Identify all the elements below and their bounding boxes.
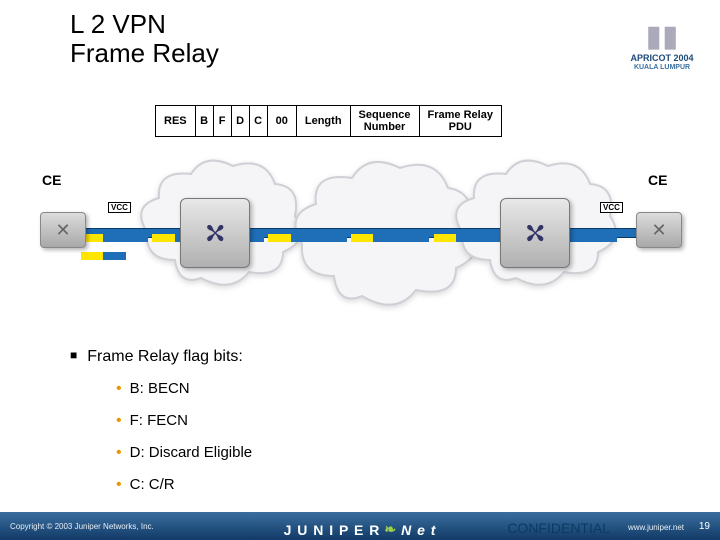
ce-left-label: CE	[42, 172, 61, 188]
dot-icon: •	[116, 380, 122, 397]
conference-logo: ▮▮ APRICOT 2004 KUALA LUMPUR	[622, 10, 702, 80]
copyright-text: Copyright © 2003 Juniper Networks, Inc.	[10, 522, 154, 531]
ce-right-device: ✕	[636, 212, 682, 248]
frame-header-table: RES B F D C 00 Length Sequence Number Fr…	[155, 105, 502, 137]
logo-line1: APRICOT 2004	[630, 54, 693, 64]
hdr-00: 00	[267, 106, 296, 137]
square-bullet-icon: ■	[70, 348, 77, 362]
ce-left-device: ✕	[40, 212, 86, 248]
item-text: B: BECN	[130, 380, 190, 397]
logo-line2: KUALA LUMPUR	[634, 64, 690, 72]
list-item: • B: BECN	[116, 380, 252, 398]
lead-text: Frame Relay flag bits:	[87, 348, 243, 366]
confidential-text: CONFIDENTIAL	[507, 520, 610, 536]
arrows-icon: ✢	[515, 213, 555, 253]
table-row: RES B F D C 00 Length Sequence Number Fr…	[156, 106, 502, 137]
page-number: 19	[699, 521, 710, 532]
hdr-seq: Sequence Number	[350, 106, 419, 137]
hdr-b: B	[195, 106, 213, 137]
hdr-length: Length	[296, 106, 350, 137]
slide-title: L 2 VPN Frame Relay	[70, 10, 219, 67]
dot-icon: •	[116, 444, 122, 461]
list-item: • C: C/R	[116, 476, 252, 494]
dot-icon: •	[116, 412, 122, 429]
arrows-icon: ✢	[195, 213, 235, 253]
juniper-logo: J U N I P E R ❧ N e t	[284, 521, 437, 538]
hdr-res: RES	[156, 106, 196, 137]
hdr-pdu: Frame Relay PDU	[419, 106, 501, 137]
footer-url: www.juniper.net	[628, 523, 684, 532]
item-text: F: FECN	[130, 412, 188, 429]
bullet-list: ■ Frame Relay flag bits: • B: BECN • F: FE…	[70, 348, 252, 494]
topology-diagram: CE PE PSN PE CE	[0, 150, 720, 340]
dot-icon: •	[116, 476, 122, 493]
hdr-c: C	[249, 106, 267, 137]
pe-left-device: ✢	[180, 198, 250, 268]
leaf-icon: ❧	[384, 521, 397, 538]
hdr-d: D	[231, 106, 249, 137]
list-item: • D: Discard Eligible	[116, 444, 252, 462]
vcc-right-label: VCC	[600, 202, 623, 213]
hdr-f: F	[213, 106, 231, 137]
ce-right-label: CE	[648, 172, 667, 188]
item-text: D: Discard Eligible	[130, 444, 253, 461]
brand-left: J U N I P E R	[284, 522, 381, 538]
pe-right-device: ✢	[500, 198, 570, 268]
brand-right: N e t	[401, 522, 436, 538]
vcc-left-label: VCC	[108, 202, 131, 213]
item-text: C: C/R	[130, 476, 175, 493]
title-line1: L 2 VPN	[70, 9, 166, 39]
towers-icon: ▮▮	[645, 19, 678, 54]
list-lead: ■ Frame Relay flag bits:	[70, 348, 252, 366]
slide: L 2 VPN Frame Relay ▮▮ APRICOT 2004 KUAL…	[0, 0, 720, 540]
title-line2: Frame Relay	[70, 38, 219, 68]
list-item: • F: FECN	[116, 412, 252, 430]
